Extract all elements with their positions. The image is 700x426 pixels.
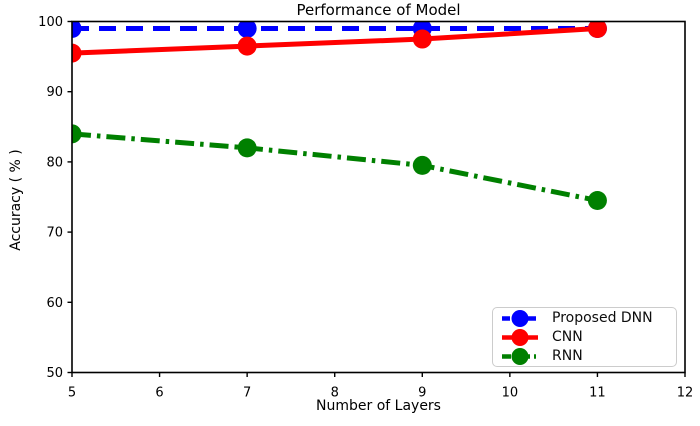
legend-label-cnn: CNN — [552, 329, 583, 345]
x-axis-tick-label: 11 — [589, 386, 606, 401]
legend-marker-cnn-icon — [502, 329, 538, 346]
x-axis-tick-label: 6 — [155, 386, 163, 401]
series-group — [72, 21, 607, 211]
legend: Proposed DNN CNN RNN — [492, 307, 677, 367]
chart-title: Performance of Model — [296, 1, 461, 19]
y-axis-tick-label: 90 — [46, 85, 63, 100]
series-line-rnn — [72, 131, 598, 203]
data-point-marker-proposed-dnn — [72, 21, 82, 39]
series-line-cnn — [72, 26, 598, 56]
data-point-marker-rnn — [412, 155, 432, 175]
y-axis-tick-label: 70 — [46, 226, 63, 241]
x-axis-tick-label: 9 — [418, 386, 426, 401]
plot-border — [71, 20, 686, 374]
y-axis-tick-label: 100 — [38, 15, 63, 30]
y-axis-label: Accuracy ( % ) — [8, 149, 24, 251]
x-axis-tick-label: 7 — [243, 386, 251, 401]
x-axis-tick-label: 12 — [677, 386, 694, 401]
data-point-marker-cnn — [587, 21, 607, 39]
legend-label-rnn: RNN — [552, 348, 583, 364]
x-axis-tick-label: 5 — [68, 386, 76, 401]
legend-entry-rnn: RNN — [501, 347, 676, 366]
y-axis-tick-label: 80 — [46, 155, 63, 170]
x-axis-tick-label: 10 — [502, 386, 519, 401]
data-point-marker-rnn — [237, 138, 257, 158]
data-point-marker-rnn — [587, 191, 607, 211]
legend-marker-proposed-dnn-icon — [502, 310, 538, 327]
legend-entry-proposed-dnn: Proposed DNN — [501, 309, 676, 328]
legend-entry-cnn: CNN — [501, 328, 676, 347]
data-point-marker-proposed-dnn — [237, 21, 257, 39]
x-axis-tick-label: 8 — [331, 386, 339, 401]
data-point-marker-cnn — [412, 29, 432, 49]
data-point-marker-rnn — [72, 124, 82, 144]
data-point-marker-cnn — [72, 43, 82, 63]
y-axis-tick-label: 50 — [46, 366, 63, 381]
legend-marker-rnn-icon — [502, 348, 538, 365]
x-axis-label: Number of Layers — [316, 398, 441, 414]
data-point-marker-cnn — [237, 36, 257, 56]
legend-label-proposed-dnn: Proposed DNN — [552, 310, 653, 326]
y-axis-tick-label: 60 — [46, 296, 63, 311]
